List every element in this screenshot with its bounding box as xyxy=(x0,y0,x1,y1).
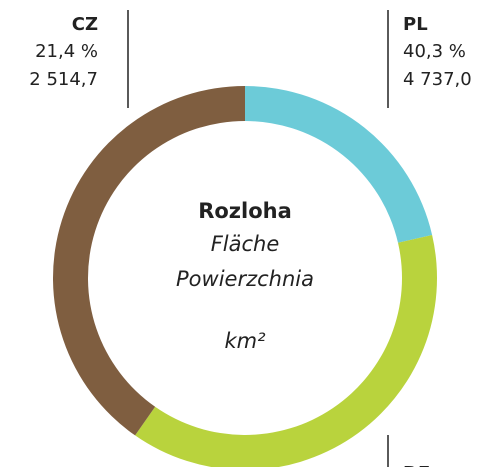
chart-title: Rozloha xyxy=(198,199,292,223)
callout-percent: 40,3 % xyxy=(403,41,466,62)
callout-percent: 21,4 % xyxy=(35,41,98,62)
slice xyxy=(135,234,437,467)
unit: km² xyxy=(224,329,266,353)
donut xyxy=(52,86,437,467)
callout-area: 2 514,7 xyxy=(29,69,98,90)
callout-name: PL xyxy=(403,14,428,35)
callout-name: CZ xyxy=(72,14,98,35)
callout-area: 4 737,0 xyxy=(403,69,472,90)
callout-name: DE xyxy=(403,463,430,467)
slice xyxy=(52,86,245,436)
subtitle: Fläche xyxy=(211,232,280,256)
subtitle: Powierzchnia xyxy=(176,267,314,291)
slice xyxy=(245,86,433,243)
